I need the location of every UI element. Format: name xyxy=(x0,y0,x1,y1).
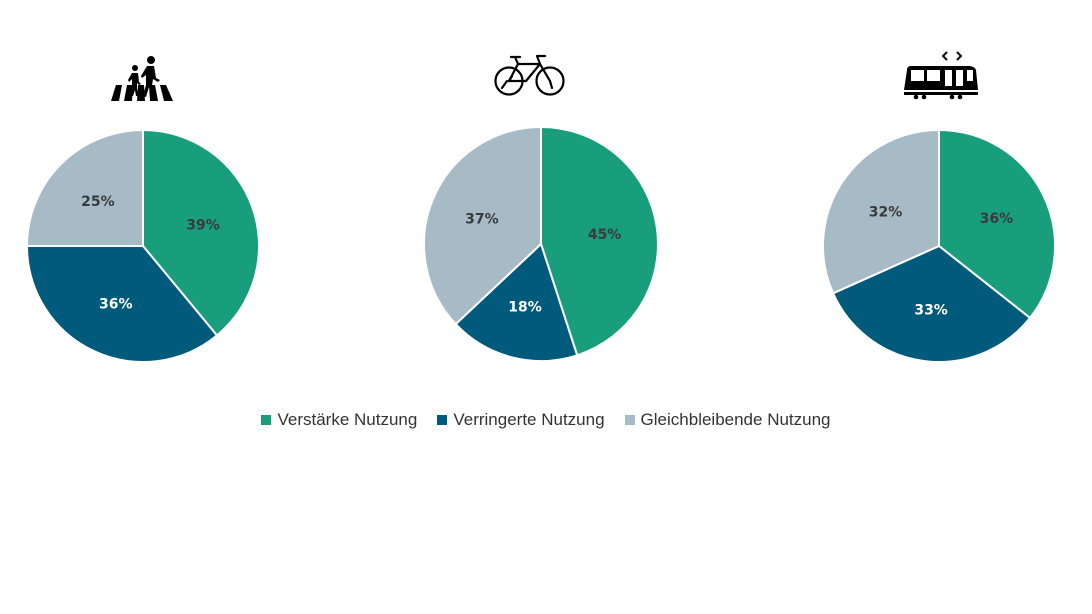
bicycle-icon xyxy=(494,54,565,96)
data-label-increased: 45% xyxy=(588,227,622,243)
legend-swatch-decreased xyxy=(437,415,448,425)
pie-slice-unchanged xyxy=(822,128,940,295)
pie-slice-increased xyxy=(540,125,659,357)
pie-slice-unchanged xyxy=(423,125,542,326)
legend-item-increased: Verstärke Nutzung xyxy=(261,410,417,430)
legend-item-unchanged: Gleichbleibende Nutzung xyxy=(624,410,831,430)
pie-slice-decreased xyxy=(25,245,219,363)
data-label-decreased: 33% xyxy=(914,302,948,318)
data-label-decreased: 18% xyxy=(508,299,542,315)
legend-swatch-increased xyxy=(261,415,272,425)
pedestrian-crossing-icon xyxy=(111,56,173,101)
pie-chart-public-transport: 36% 33% 32% xyxy=(822,128,1056,363)
legend-label-decreased: Verringerte Nutzung xyxy=(453,410,605,429)
pie-slice-decreased xyxy=(831,244,1032,363)
data-label-decreased: 36% xyxy=(99,297,133,313)
data-label-increased: 39% xyxy=(186,217,220,233)
legend: Verstärke Nutzung Verringerte Nutzung Gl… xyxy=(0,408,1092,432)
legend-item-decreased: Verringerte Nutzung xyxy=(437,410,605,430)
legend-label-unchanged: Gleichbleibende Nutzung xyxy=(640,410,831,429)
data-label-unchanged: 25% xyxy=(81,194,115,210)
pie-slice-unchanged xyxy=(25,128,144,247)
pie-chart-walking: 39% 36% 25% xyxy=(25,128,260,363)
pie-slice-decreased xyxy=(454,242,579,362)
tram-icon xyxy=(904,51,978,100)
legend-label-increased: Verstärke Nutzung xyxy=(277,410,418,429)
pie-slice-increased xyxy=(142,128,260,337)
pie-slice-increased xyxy=(938,128,1056,320)
pie-chart-cycling: 45% 18% 37% xyxy=(423,125,659,362)
legend-swatch-unchanged xyxy=(624,415,635,425)
data-label-increased: 36% xyxy=(980,211,1014,227)
data-label-unchanged: 32% xyxy=(869,204,903,220)
data-label-unchanged: 37% xyxy=(465,211,499,227)
